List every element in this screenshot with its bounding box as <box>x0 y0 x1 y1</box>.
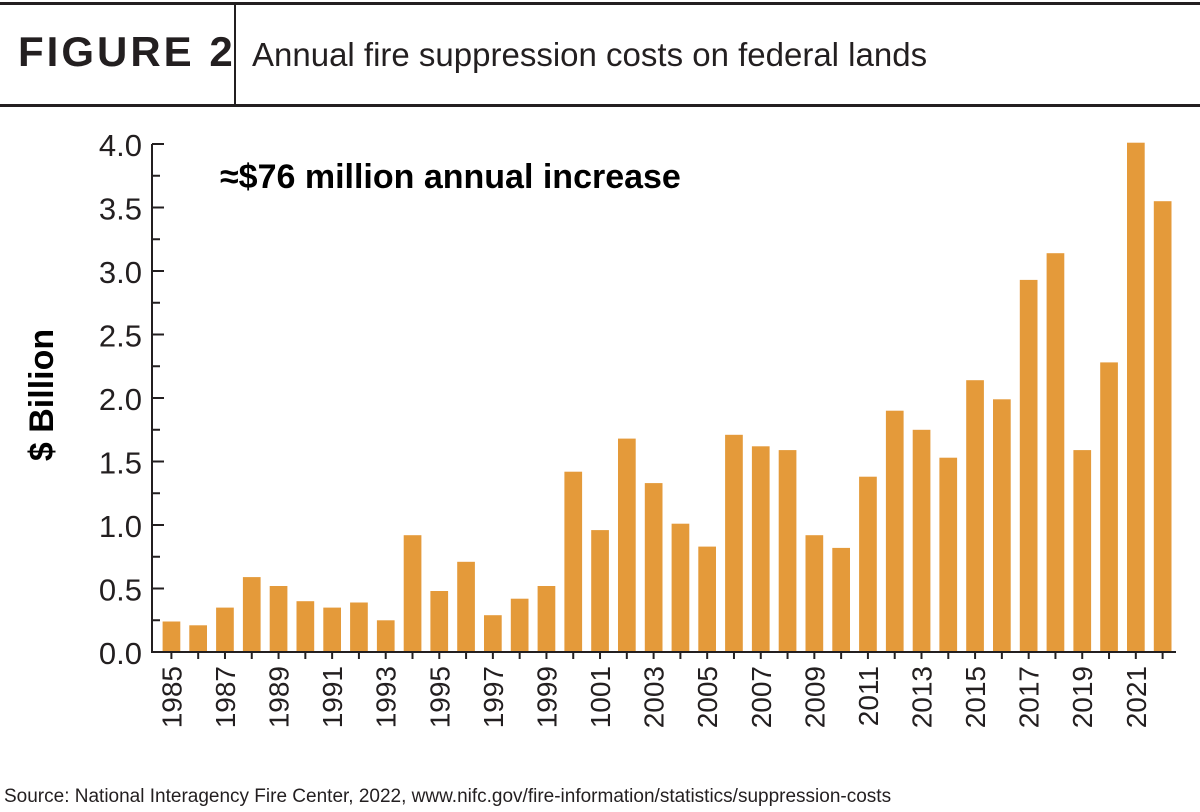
x-tick-label: 1999 <box>531 666 562 728</box>
x-tick-label: 2013 <box>907 666 938 728</box>
bar-1991 <box>323 607 341 652</box>
figure-title: Annual fire suppression costs on federal… <box>252 36 928 73</box>
bar-2021 <box>1127 142 1145 652</box>
bar-2009 <box>805 535 824 652</box>
header-top-rule <box>0 2 1200 5</box>
y-tick-label: 2.5 <box>99 319 142 354</box>
bar-2000 <box>564 471 583 652</box>
bar-2005 <box>698 546 716 652</box>
x-tick-label: 1001 <box>585 666 616 728</box>
x-tick-label: 2021 <box>1121 666 1152 728</box>
y-tick-label: 4.0 <box>99 128 142 163</box>
bar-1990 <box>296 601 315 652</box>
bar-2022 <box>1153 201 1172 652</box>
bar-1999 <box>537 586 556 652</box>
bar-2002 <box>618 438 636 652</box>
x-tick-label: 2007 <box>746 666 777 728</box>
bar-1989 <box>269 586 288 652</box>
x-tick-label: 2005 <box>692 666 723 728</box>
x-tick-label: 2011 <box>853 666 884 726</box>
bar-1992 <box>350 602 368 652</box>
bar-chart: 0.0 0.5 1.0 1.5 2.0 2.5 3.0 3.5 4.0 1985 1987 1989 1… <box>23 128 1176 728</box>
bar-2020 <box>1100 362 1118 652</box>
bar-2019 <box>1073 450 1092 652</box>
bar-2001 <box>591 530 609 652</box>
figure-label: FIGURE 2 <box>18 28 236 75</box>
bar-1987 <box>216 607 234 652</box>
bar-1988 <box>242 577 261 652</box>
y-tick-label: 3.0 <box>99 255 142 290</box>
x-tick-label: 1991 <box>317 666 348 728</box>
x-tick-label: 1995 <box>424 666 455 728</box>
bar-1986 <box>189 625 207 652</box>
x-tick-label: 1985 <box>156 666 187 728</box>
y-tick-label: 1.5 <box>99 446 142 481</box>
x-tick-label: 1987 <box>210 666 241 728</box>
y-tick-label: 3.5 <box>99 192 142 227</box>
bar-2013 <box>912 429 931 653</box>
x-tick-label: 2015 <box>960 666 991 728</box>
x-tick-label: 2003 <box>639 666 670 728</box>
bar-1985 <box>162 621 181 652</box>
bars-group <box>162 142 1172 653</box>
bar-1995 <box>430 591 449 652</box>
bar-2018 <box>1046 253 1065 652</box>
bar-2008 <box>778 450 797 652</box>
x-tick-label: 1989 <box>264 666 295 728</box>
bar-2017 <box>1019 279 1038 652</box>
bar-2004 <box>671 523 690 652</box>
x-tick-label: 2019 <box>1067 666 1098 728</box>
trend-annotation: ≈$76 million annual increase <box>220 158 681 196</box>
bar-1997 <box>484 615 502 652</box>
bar-2016 <box>993 399 1011 652</box>
bar-1993 <box>376 620 395 653</box>
y-tick-label: 0.0 <box>99 636 142 671</box>
bar-2006 <box>725 434 743 652</box>
x-tick-label: 2009 <box>799 666 830 728</box>
x-tick-label: 1993 <box>371 666 402 728</box>
bar-2011 <box>859 476 877 652</box>
y-tick-label: 1.0 <box>99 509 142 544</box>
x-tick-label: 1997 <box>478 666 509 728</box>
bar-1996 <box>457 561 475 652</box>
header-bottom-rule <box>0 104 1200 107</box>
bar-2015 <box>966 380 984 652</box>
header-divider <box>234 2 236 106</box>
axes-group: 0.0 0.5 1.0 1.5 2.0 2.5 3.0 3.5 4.0 1985 1987 1989 1… <box>99 128 1176 728</box>
bar-2010 <box>832 547 850 652</box>
y-axis-label: $ Billion <box>23 329 61 461</box>
y-tick-label: 0.5 <box>99 573 142 608</box>
bar-2012 <box>885 410 904 652</box>
bar-2014 <box>939 457 958 652</box>
y-tick-label: 2.0 <box>99 382 142 417</box>
source-note: Source: National Interagency Fire Center… <box>4 786 892 807</box>
x-tick-label: 2017 <box>1014 666 1045 728</box>
bar-1998 <box>510 598 529 652</box>
bar-2007 <box>751 446 770 652</box>
bar-2003 <box>644 483 663 652</box>
bar-1994 <box>403 535 422 652</box>
